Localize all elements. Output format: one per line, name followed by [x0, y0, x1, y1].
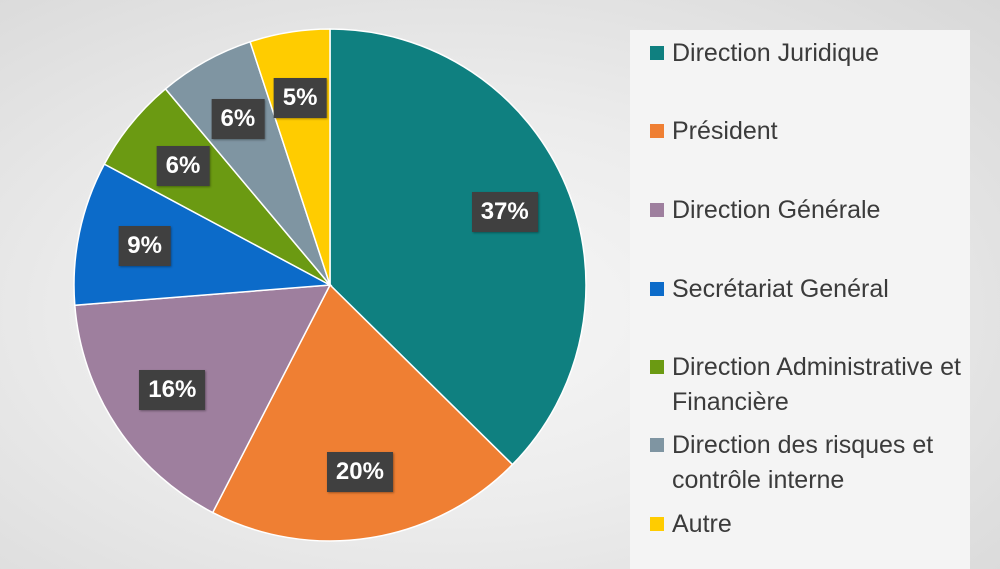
data-label-direction-administrative-et-financiere: 6% — [156, 145, 210, 186]
legend-swatch — [650, 203, 664, 217]
legend-label: Direction Administrative et Financière — [672, 353, 962, 416]
legend-label: Autre — [672, 510, 732, 538]
legend-item-direction-des-risques-et-controle-interne: Direction des risques et contrôle intern… — [650, 428, 992, 498]
data-label-direction-juridique: 37% — [471, 191, 538, 232]
pie-slice-president — [211, 283, 514, 542]
legend-swatch — [650, 46, 664, 60]
legend-item-direction-juridique: Direction Juridique — [650, 36, 992, 71]
pie-slice-direction-juridique — [329, 28, 587, 466]
legend-item-president: Président — [650, 114, 992, 149]
legend-label: Direction Générale — [672, 196, 881, 224]
legend-swatch — [650, 517, 664, 531]
legend-item-direction-generale: Direction Générale — [650, 193, 992, 228]
legend-panel — [630, 30, 970, 569]
legend-swatch — [650, 124, 664, 138]
legend-label: Direction des risques et contrôle intern… — [672, 431, 934, 494]
data-label-secretariat-general: 9% — [118, 226, 171, 267]
data-label-direction-des-risques-et-controle-interne: 6% — [211, 99, 265, 140]
legend-swatch — [650, 360, 664, 374]
data-label-president: 20% — [326, 452, 393, 493]
pie-slice-secretariat-general — [73, 163, 333, 307]
data-label-autre: 5% — [273, 77, 327, 118]
legend-label: Direction Juridique — [672, 39, 880, 67]
legend-item-secretariat-general: Secrétariat Genéral — [650, 272, 992, 307]
legend-swatch — [650, 438, 664, 452]
legend-label: Président — [672, 117, 778, 145]
legend-item-direction-administrative-et-financiere: Direction Administrative et Financière — [650, 350, 992, 420]
legend-label: Secrétariat Genéral — [672, 275, 889, 303]
legend-swatch — [650, 282, 664, 296]
legend: Direction Juridique Président Direction Gé… — [650, 0, 995, 569]
data-label-direction-generale: 16% — [139, 369, 206, 410]
legend-item-autre: Autre — [650, 507, 992, 542]
